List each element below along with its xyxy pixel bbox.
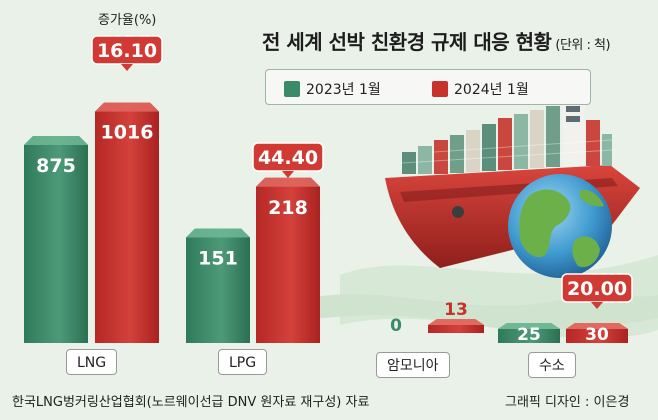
bar-top-lng-2023: [24, 135, 88, 145]
growth-callout-pointer-lpg: [282, 171, 294, 178]
bar-lpg-2023: [186, 228, 250, 343]
growth-rate-hydrogen: 20.00: [567, 278, 627, 300]
bar-top-hydrogen-2024: [566, 323, 628, 329]
bar-top-lng-2024: [95, 102, 159, 112]
value-label-lpg-2024: 218: [268, 197, 308, 219]
category-label-lpg: LPG: [218, 349, 268, 375]
legend-item-2024: 2024년 1월: [432, 79, 529, 99]
bar-top-ammonia-2024: [428, 319, 484, 325]
legend: 2023년 1월 2024년 1월: [265, 69, 591, 105]
legend-label-2024: 2024년 1월: [454, 82, 529, 98]
legend-swatch-2023: [284, 81, 300, 97]
bar-top-lpg-2023: [186, 228, 250, 238]
bar-lpg-2024: [256, 177, 320, 343]
bar-top-lpg-2024: [256, 177, 320, 187]
value-label-hydrogen-2024: 30: [585, 325, 609, 345]
growth-callout-pointer-lng: [121, 64, 133, 71]
growth-rate-label: 증가율(%): [98, 13, 157, 28]
globe-icon: [508, 174, 612, 278]
value-label-lpg-2023: 151: [198, 248, 238, 270]
bar-lng-2024: [95, 102, 159, 343]
graphic-credit: 그래픽 디자인 : 이은경: [505, 395, 630, 410]
value-label-lng-2023: 875: [36, 155, 76, 177]
value-label-ammonia-2024: 13: [444, 300, 468, 320]
value-label-hydrogen-2023: 25: [517, 325, 541, 345]
legend-swatch-2024: [432, 81, 448, 97]
category-label-ammonia: 암모니아: [376, 352, 450, 378]
source-note: 한국LNG벙커링산업협회(노르웨이선급 DNV 원자료 재구성) 자료: [12, 395, 370, 410]
growth-rate-lpg: 44.40: [258, 147, 318, 169]
legend-label-2023: 2023년 1월: [306, 82, 381, 98]
page-title: 전 세계 선박 친환경 규제 대응 현황 (단위 : 척): [262, 30, 611, 54]
value-label-ammonia-2023: 0: [390, 316, 402, 336]
legend-item-2023: 2023년 1월: [284, 79, 381, 99]
category-label-hydrogen: 수소: [528, 352, 576, 378]
value-label-lng-2024: 1016: [101, 122, 154, 144]
bar-lng-2023: [24, 135, 88, 343]
unit-label: (단위 : 척): [555, 38, 611, 53]
bar-top-hydrogen-2023: [498, 323, 560, 329]
category-label-lng: LNG: [66, 349, 118, 375]
growth-rate-lng: 16.10: [97, 40, 157, 62]
growth-callout-pointer-hydrogen: [591, 302, 603, 309]
